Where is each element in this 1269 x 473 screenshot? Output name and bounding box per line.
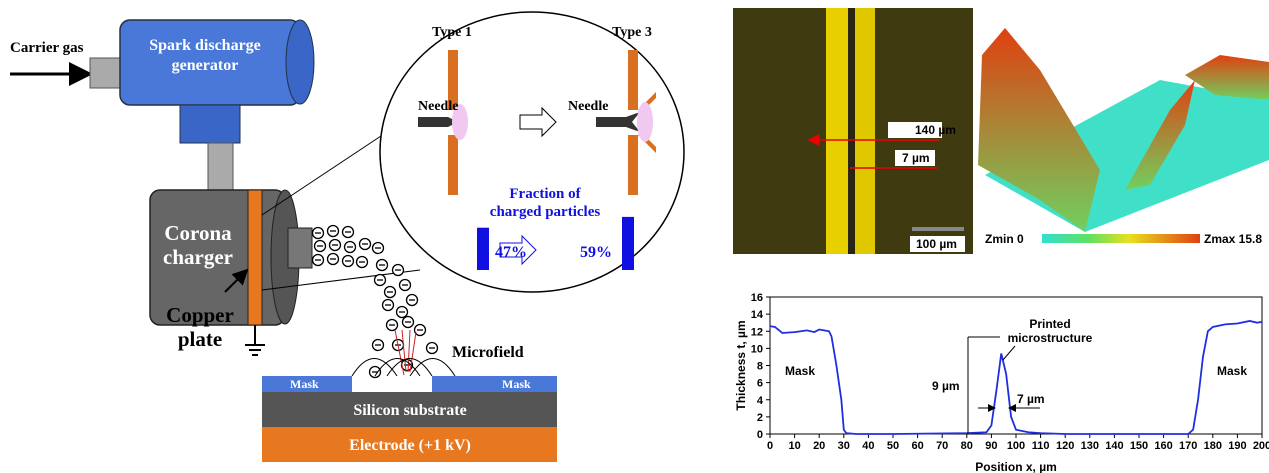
label: Zmin 0 bbox=[985, 232, 1024, 246]
y-axis-label: Thickness t, µm bbox=[734, 320, 748, 410]
y-tick-label: 10 bbox=[751, 343, 763, 355]
x-tick-label: 90 bbox=[985, 440, 997, 452]
y-tick-label: 0 bbox=[757, 429, 763, 441]
field-loop bbox=[375, 359, 420, 377]
x-tick-label: 60 bbox=[911, 440, 923, 452]
label: Mask bbox=[502, 377, 531, 391]
label: Type 1 bbox=[432, 25, 472, 40]
electrode-1 bbox=[448, 135, 458, 195]
annotation: Mask bbox=[785, 364, 815, 378]
annotation: 7 µm bbox=[1017, 392, 1045, 406]
label: Type 3 bbox=[612, 25, 652, 40]
zoom-line bbox=[262, 130, 390, 215]
annotation: Printed bbox=[1029, 317, 1070, 331]
label: Spark discharge bbox=[149, 37, 261, 54]
annotation: microstructure bbox=[1008, 331, 1093, 345]
x-tick-label: 30 bbox=[838, 440, 850, 452]
needle-3 bbox=[596, 117, 626, 127]
label: charged particles bbox=[490, 204, 601, 220]
label: Electrode (+1 kV) bbox=[349, 437, 471, 454]
label: charger bbox=[163, 245, 233, 269]
fraction-bar bbox=[477, 228, 489, 270]
ground-symbol bbox=[245, 345, 265, 355]
discharge bbox=[637, 102, 653, 142]
y-tick-label: 4 bbox=[757, 395, 764, 407]
generator-end bbox=[286, 20, 314, 104]
label: plate bbox=[178, 327, 222, 351]
label: Needle bbox=[418, 99, 458, 114]
micrograph: 140 µm 7 µm 100 µm Zmin 0 Zmax 15.8 bbox=[733, 8, 1269, 254]
x-tick-label: 110 bbox=[1032, 440, 1050, 452]
gap bbox=[848, 8, 855, 254]
x-axis-label: Position x, µm bbox=[975, 460, 1057, 473]
y-tick-label: 14 bbox=[751, 309, 764, 321]
fraction-label: 59% bbox=[580, 244, 612, 261]
x-tick-label: 120 bbox=[1056, 440, 1074, 452]
charger-nozzle bbox=[288, 228, 312, 268]
x-tick-label: 150 bbox=[1130, 440, 1148, 452]
x-tick-label: 20 bbox=[813, 440, 825, 452]
label: 100 µm bbox=[916, 237, 957, 251]
label: 7 µm bbox=[902, 151, 930, 165]
label: Mask bbox=[290, 377, 319, 391]
label: generator bbox=[172, 57, 239, 74]
x-tick-label: 190 bbox=[1228, 440, 1246, 452]
label: Fraction of bbox=[509, 186, 581, 202]
fraction-bar bbox=[622, 217, 634, 270]
needle-1 bbox=[418, 117, 448, 127]
label: Needle bbox=[568, 99, 608, 114]
figure: Carrier gas Spark discharge generator Co… bbox=[0, 0, 1269, 473]
field-loop bbox=[410, 359, 455, 377]
x-tick-label: 0 bbox=[767, 440, 773, 452]
y-tick-label: 2 bbox=[757, 412, 763, 424]
x-tick-label: 130 bbox=[1081, 440, 1099, 452]
x-tick-label: 40 bbox=[862, 440, 874, 452]
label: Zmax 15.8 bbox=[1204, 232, 1262, 246]
electrode-3 bbox=[628, 135, 638, 195]
stripe bbox=[826, 8, 848, 254]
inset: Type 1 Type 3 Needle Needle Fraction of … bbox=[380, 12, 684, 292]
label: Microfield bbox=[452, 344, 524, 361]
copper-plate bbox=[248, 190, 262, 325]
stripe bbox=[855, 8, 875, 254]
pipe bbox=[208, 143, 233, 190]
x-tick-label: 180 bbox=[1204, 440, 1222, 452]
annotation: Mask bbox=[1217, 364, 1247, 378]
fraction-label: 47% bbox=[495, 244, 527, 261]
generator-neck bbox=[180, 105, 240, 143]
y-tick-label: 12 bbox=[751, 326, 763, 338]
x-tick-label: 160 bbox=[1154, 440, 1172, 452]
x-tick-label: 50 bbox=[887, 440, 899, 452]
annotation-line bbox=[1003, 346, 1015, 360]
y-tick-label: 8 bbox=[757, 361, 763, 373]
label: Silicon substrate bbox=[353, 402, 466, 419]
y-tick-label: 16 bbox=[751, 292, 763, 304]
gas-inlet bbox=[90, 58, 120, 88]
x-tick-label: 10 bbox=[788, 440, 800, 452]
plot-frame bbox=[770, 297, 1262, 434]
colorbar bbox=[1042, 234, 1200, 243]
x-tick-label: 80 bbox=[961, 440, 973, 452]
label: 140 µm bbox=[915, 123, 956, 137]
x-tick-label: 140 bbox=[1105, 440, 1123, 452]
mask-opening bbox=[352, 376, 432, 392]
x-tick-label: 170 bbox=[1179, 440, 1197, 452]
electrode-3 bbox=[628, 50, 638, 110]
label: Carrier gas bbox=[10, 40, 84, 56]
x-tick-label: 70 bbox=[936, 440, 948, 452]
x-tick-label: 100 bbox=[1007, 440, 1025, 452]
annotation: 9 µm bbox=[932, 379, 960, 393]
label: Corona bbox=[164, 221, 232, 245]
label: Copper bbox=[166, 303, 234, 327]
y-tick-label: 6 bbox=[757, 378, 763, 390]
x-tick-label: 200 bbox=[1253, 440, 1269, 452]
